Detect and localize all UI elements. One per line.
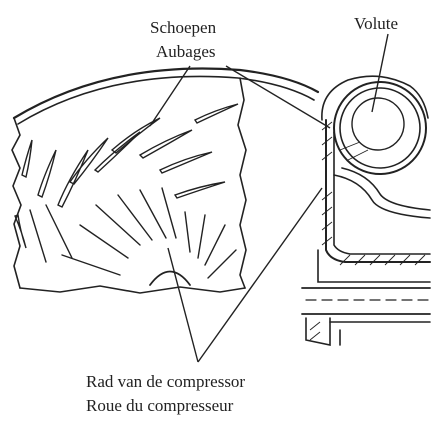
leader-lines <box>149 33 389 363</box>
cut-edge-bottom <box>19 285 246 294</box>
blade <box>57 149 89 208</box>
diffuser-wall <box>325 119 431 263</box>
section-hatching <box>309 121 426 341</box>
blade <box>158 151 213 174</box>
blade <box>193 103 239 124</box>
blade <box>68 137 109 185</box>
diffuser-lip <box>333 174 431 219</box>
blade-group <box>14 103 239 279</box>
blade <box>161 187 177 239</box>
blade <box>204 224 226 266</box>
label-wheel-dutch: Rad van de compressor <box>86 372 246 391</box>
bearing-housing-lower <box>329 321 431 346</box>
blade <box>197 214 206 259</box>
shaft-seal <box>317 249 431 283</box>
blade <box>45 204 73 259</box>
label-blades-dutch: Schoepen <box>150 18 217 37</box>
blade <box>93 131 141 173</box>
volute-scroll <box>333 81 427 175</box>
volute-passage <box>351 97 405 151</box>
cut-edge-right <box>237 77 247 289</box>
blade <box>29 209 47 263</box>
impeller-cutaway <box>11 67 320 294</box>
blade <box>184 211 191 253</box>
blade <box>37 149 57 198</box>
blade <box>173 181 226 199</box>
diffuser-lip-inner <box>341 167 431 211</box>
impeller-shroud-outer <box>12 67 320 120</box>
leader-blades-2 <box>225 65 331 129</box>
volute-housing <box>301 75 431 346</box>
blade <box>117 194 153 241</box>
bearing-housing <box>305 317 331 346</box>
blade <box>110 117 161 154</box>
blade <box>21 139 33 179</box>
label-wheel-french: Roue du compresseur <box>86 396 234 415</box>
leader-wheel-2 <box>197 187 323 363</box>
leader-wheel-1 <box>167 247 199 363</box>
blade <box>139 189 167 239</box>
blade <box>61 254 121 276</box>
hub <box>149 270 191 286</box>
blade <box>79 224 129 259</box>
blade <box>95 204 141 246</box>
volute-scroll-inner <box>339 87 421 169</box>
label-blades-french: Aubages <box>156 42 216 61</box>
blade <box>207 249 237 279</box>
impeller-shroud-inner <box>17 75 315 125</box>
leader-volute <box>371 33 389 113</box>
cut-edge-left <box>11 117 22 289</box>
diffuser-wall-inner <box>333 131 431 255</box>
label-volute: Volute <box>354 14 399 33</box>
blade <box>138 129 193 159</box>
blade <box>14 214 27 249</box>
leader-blades-1 <box>149 65 191 127</box>
